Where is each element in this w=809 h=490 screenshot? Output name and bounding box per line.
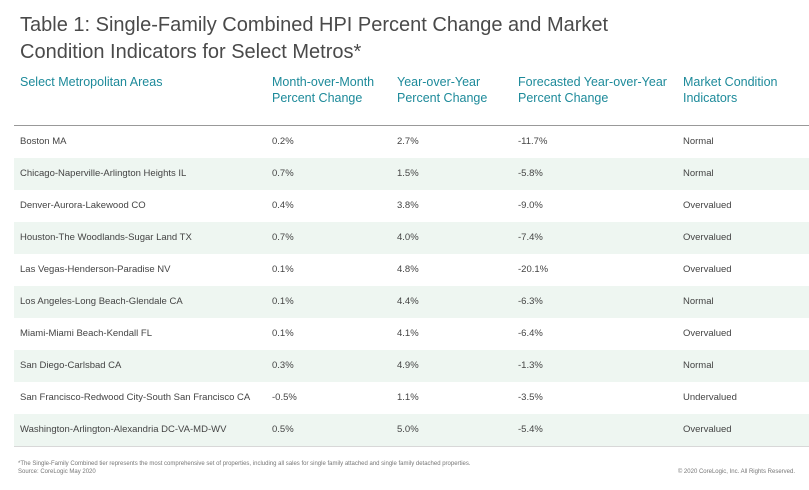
table-cell: 0.2% <box>272 136 294 147</box>
source: Source: CoreLogic May 2020 <box>18 469 96 475</box>
table-cell: Normal <box>683 360 714 371</box>
table-cell: Normal <box>683 296 714 307</box>
column-header: Month-over-Month Percent Change <box>272 75 375 105</box>
table-cell: 1.5% <box>397 168 419 179</box>
table-cell: 1.1% <box>397 392 419 403</box>
table-cell: 4.8% <box>397 264 419 275</box>
table-cell: 5.0% <box>397 424 419 435</box>
table-cell: Normal <box>683 168 714 179</box>
table-cell: Normal <box>683 136 714 147</box>
table-cell: 4.0% <box>397 232 419 243</box>
table-cell: -1.3% <box>518 360 543 371</box>
table-row: Los Angeles-Long Beach-Glendale CA 0.1% 4.… <box>14 286 809 319</box>
table-cell: Miami-Miami Beach-Kendall FL <box>20 328 152 339</box>
table-cell: 0.1% <box>272 296 294 307</box>
table-cell: Overvalued <box>683 424 732 435</box>
table-cell: Boston MA <box>20 136 67 147</box>
table-cell: 4.1% <box>397 328 419 339</box>
table-cell: 0.5% <box>272 424 294 435</box>
table-cell: 4.9% <box>397 360 419 371</box>
title: Table 1: Single-Family Combined HPI Perc… <box>20 14 609 63</box>
table-cell: 4.4% <box>397 296 419 307</box>
table-cell: 0.1% <box>272 264 294 275</box>
table-cell: Overvalued <box>683 232 732 243</box>
table-cell: Denver-Aurora-Lakewood CO <box>20 200 146 211</box>
table-cell: 0.7% <box>272 232 294 243</box>
column-header: Year-over-Year Percent Change <box>397 75 488 105</box>
column-header: Forecasted Year-over-Year Percent Change <box>518 75 667 105</box>
header-rule <box>14 125 809 126</box>
copyright: © 2020 CoreLogic, Inc. All Rights Reserv… <box>677 469 795 475</box>
table-cell: -6.3% <box>518 296 543 307</box>
table-row: Chicago-Naperville-Arlington Heights IL 0… <box>14 158 809 191</box>
table-row: San Diego-Carlsbad CA 0.3% 4.9% -1.3% Normal <box>14 350 809 383</box>
table-cell: -5.4% <box>518 424 543 435</box>
table-cell: 3.8% <box>397 200 419 211</box>
table-cell: -5.8% <box>518 168 543 179</box>
table-cell: -7.4% <box>518 232 543 243</box>
table-cell: Overvalued <box>683 200 732 211</box>
table-cell: San Diego-Carlsbad CA <box>20 360 122 371</box>
table-cell: Las Vegas-Henderson-Paradise NV <box>20 264 171 275</box>
table-cell: Chicago-Naperville-Arlington Heights IL <box>20 168 187 179</box>
footnote: *The Single-Family Combined tier represe… <box>18 461 471 467</box>
table-cell: 0.7% <box>272 168 294 179</box>
column-header: Market Condition Indicators <box>683 75 778 105</box>
column-header: Select Metropolitan Areas <box>20 75 163 89</box>
table-row: Houston-The Woodlands-Sugar Land TX 0.7% 4… <box>14 222 809 255</box>
table-row: San Francisco-Redwood City-South San Fra… <box>14 382 809 415</box>
table-cell: Overvalued <box>683 264 732 275</box>
table-cell: -3.5% <box>518 392 543 403</box>
table-cell: Overvalued <box>683 328 732 339</box>
table-row: Boston MA 0.2% 2.7% -11.7% Normal <box>14 126 809 159</box>
table-cell: 2.7% <box>397 136 419 147</box>
table-row: Washington-Arlington-Alexandria DC-VA-MD… <box>14 414 809 447</box>
table-cell: -20.1% <box>518 264 549 275</box>
table-cell: -11.7% <box>518 136 548 147</box>
table-cell: 0.1% <box>272 328 294 339</box>
table-cell: 0.3% <box>272 360 294 371</box>
table-cell: -0.5% <box>272 392 297 403</box>
table-row: Miami-Miami Beach-Kendall FL 0.1% 4.1% -6.4… <box>14 318 809 351</box>
table-cell: Undervalued <box>683 392 737 403</box>
table-cell: 0.4% <box>272 200 294 211</box>
table-cell: -6.4% <box>518 328 543 339</box>
table-cell: San Francisco-Redwood City-South San Fra… <box>20 392 251 403</box>
table-cell: -9.0% <box>518 200 543 211</box>
table-row: Denver-Aurora-Lakewood CO 0.4% 3.8% -9.0% Ov… <box>14 190 809 223</box>
table-cell: Washington-Arlington-Alexandria DC-VA-MD… <box>20 424 227 435</box>
table-cell: Houston-The Woodlands-Sugar Land TX <box>20 232 192 243</box>
table-cell: Los Angeles-Long Beach-Glendale CA <box>20 296 183 307</box>
table-row: Las Vegas-Henderson-Paradise NV 0.1% 4.8% -… <box>14 254 809 287</box>
